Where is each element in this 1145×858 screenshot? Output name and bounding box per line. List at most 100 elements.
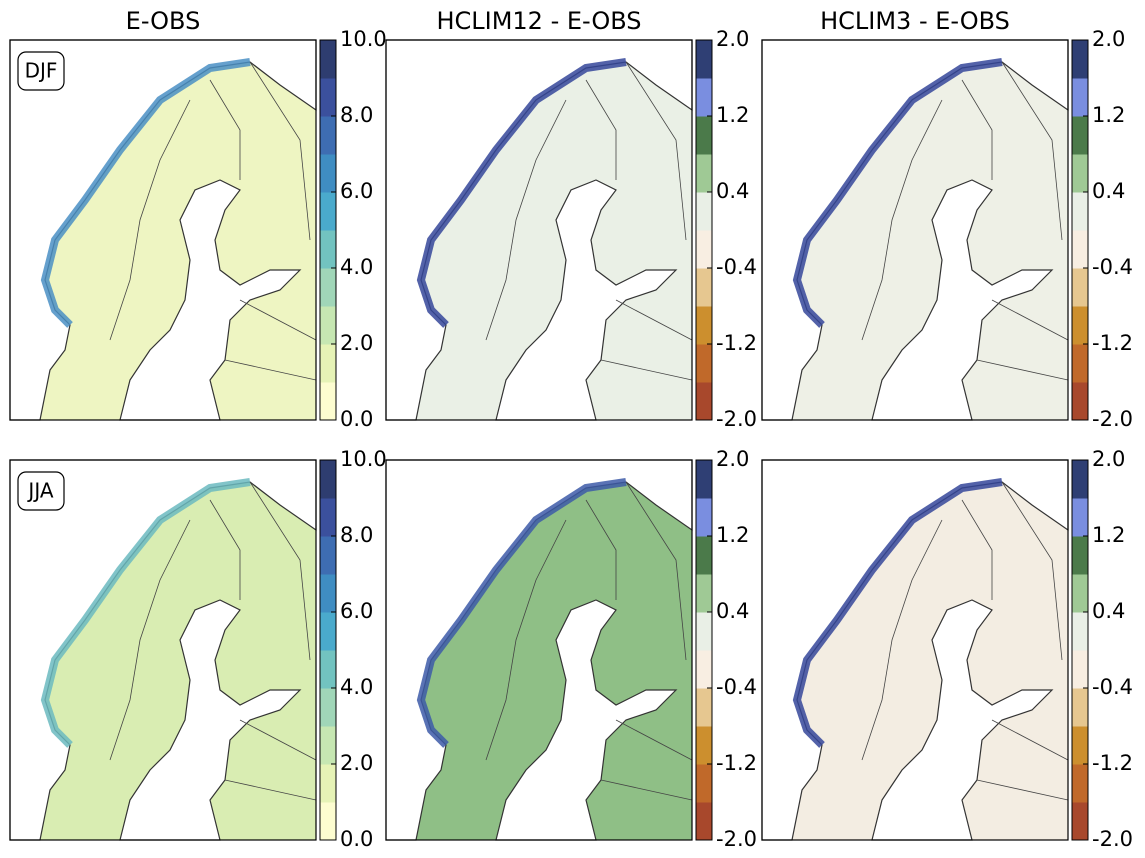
colorbar-bin [320,78,336,117]
colorbar-bin [1072,306,1088,345]
colorbar-tick-label: 0.0 [340,827,373,851]
colorbar-bin [696,382,712,421]
column-title: E-OBS [126,7,201,35]
colorbar-bin [320,726,336,765]
colorbar-bin [1072,382,1088,421]
colorbar-bin [696,650,712,689]
colorbar-bin [1072,116,1088,155]
season-box [17,471,65,511]
colorbar-bin [1072,802,1088,841]
colorbar-tick-label: 0.0 [340,407,373,431]
panel-frame [385,459,693,841]
season-label: DJF [25,59,58,83]
colorbar-tick-label: -2.0 [716,827,757,851]
colorbar-bin [1072,726,1088,765]
colorbar-bin [320,230,336,269]
colorbar-tick-label: -0.4 [716,675,757,699]
colorbar-tick-label: -1.2 [1092,751,1133,775]
colorbar-tick-label: 6.0 [340,179,373,203]
colorbar-bin [1072,536,1088,575]
colorbar-bin [320,764,336,803]
colorbar-frame [319,39,337,421]
colorbar-bin [696,612,712,651]
colorbar-tick-label: -0.4 [1092,255,1133,279]
colorbar-tick-label: 10.0 [340,27,387,51]
colorbar-tick-label: 4.0 [340,255,373,279]
colorbar-tick-label: 1.2 [716,523,749,547]
colorbar-tick-label: -2.0 [716,407,757,431]
map-panel: DJF [9,39,317,421]
panel-frame [761,39,1069,421]
colorbar-frame [319,459,337,841]
column-title: HCLIM3 - E-OBS [820,7,1010,35]
colorbar-bin [320,40,336,79]
colorbar-tick-label: 1.2 [1092,523,1125,547]
colorbar-frame [695,459,713,841]
colorbar-frame [695,39,713,421]
colorbar-bin [696,116,712,155]
colorbar-bin [1072,460,1088,499]
colorbar-bin [320,344,336,383]
colorbar-bin [696,192,712,231]
map-panel [761,39,1069,421]
panel-frame [9,39,317,421]
season-label: JJA [26,479,53,503]
colorbar-bin [696,764,712,803]
colorbar-bin [320,498,336,537]
colorbar-tick-label: 0.4 [1092,179,1125,203]
colorbar-bin [320,268,336,307]
colorbar-bin [1072,650,1088,689]
colorbar-bin [696,460,712,499]
colorbar-bin [696,726,712,765]
colorbar-bin [696,802,712,841]
colorbar-bin [696,154,712,193]
colorbar-bin [696,536,712,575]
panel-frame [761,459,1069,841]
colorbar-bin [1072,154,1088,193]
colorbar-tick-label: 2.0 [340,331,373,355]
colorbar-tick-label: -1.2 [716,751,757,775]
colorbar-bin [320,460,336,499]
colorbar-tick-label: -0.4 [716,255,757,279]
panel-frame [9,459,317,841]
colorbar-tick-label: -0.4 [1092,675,1133,699]
colorbar-bin [1072,498,1088,537]
colorbar-bin [1072,230,1088,269]
colorbar-frame [1071,39,1089,421]
colorbar-tick-label: 0.4 [1092,599,1125,623]
colorbar-tick-label: -2.0 [1092,407,1133,431]
colorbar-bin [696,40,712,79]
map-panel [385,459,693,841]
colorbar-bin [696,268,712,307]
colorbar-tick-label: 0.4 [716,599,749,623]
colorbar-tick-label: 2.0 [716,27,749,51]
colorbar-tick-label: 1.2 [716,103,749,127]
colorbar-bin [1072,40,1088,79]
map-panel: JJA [9,459,317,841]
colorbar-bin [1072,612,1088,651]
colorbar-bin [1072,268,1088,307]
colorbar-tick-label: 1.2 [1092,103,1125,127]
colorbar-tick-label: 8.0 [340,103,373,127]
colorbar-tick-label: -1.2 [716,331,757,355]
colorbar-bin [1072,574,1088,613]
colorbar-bin [696,498,712,537]
colorbar-tick-label: 8.0 [340,523,373,547]
colorbar-bin [1072,764,1088,803]
colorbar-bin [1072,78,1088,117]
colorbar-tick-label: 2.0 [340,751,373,775]
colorbar-bin [320,574,336,613]
colorbar-bin [696,78,712,117]
colorbar-bin [696,344,712,383]
colorbar-tick-label: 2.0 [716,447,749,471]
colorbar-bin [320,154,336,193]
colorbar-bin [1072,688,1088,727]
colorbar-bin [320,306,336,345]
colorbar-bin [320,612,336,651]
colorbar-bin [320,536,336,575]
colorbar-tick-label: -2.0 [1092,827,1133,851]
colorbar-bin [320,688,336,727]
season-box [17,51,65,91]
colorbar-bin [696,688,712,727]
colorbar-tick-label: 10.0 [340,447,387,471]
